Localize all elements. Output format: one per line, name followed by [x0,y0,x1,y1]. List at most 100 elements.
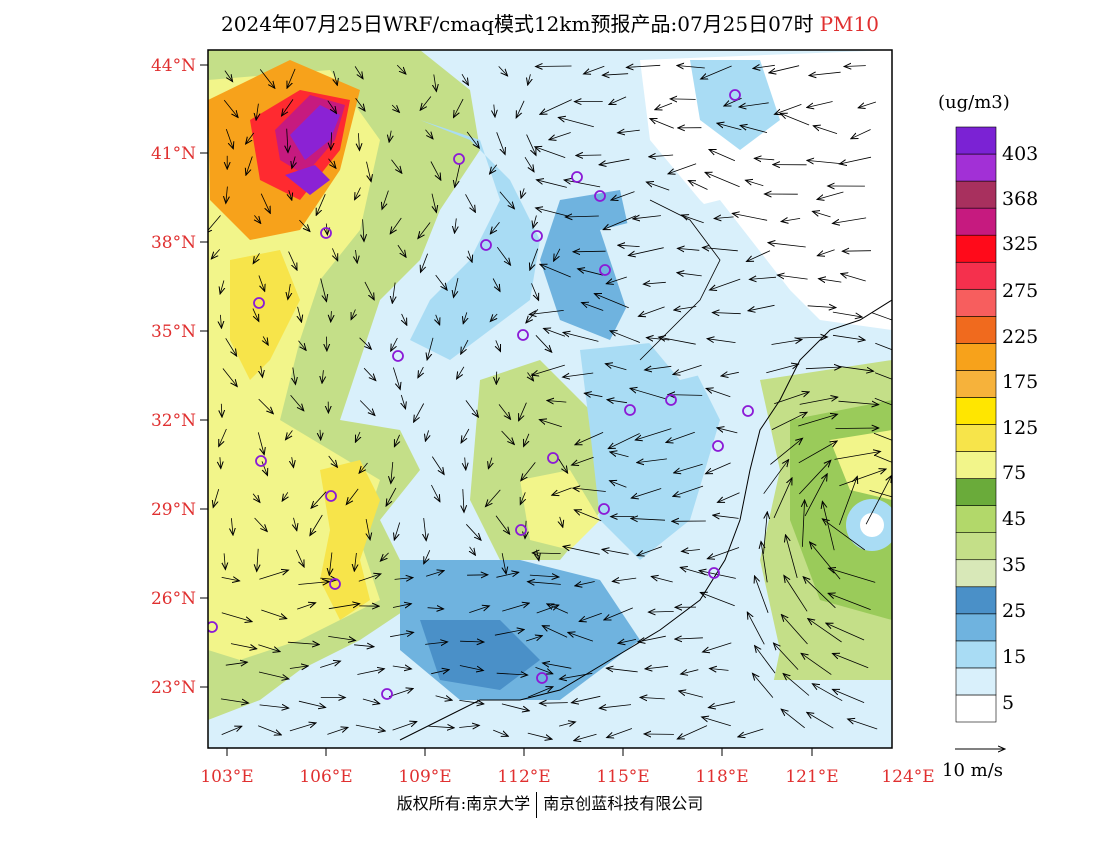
wind-arrow [320,661,340,668]
wind-arrow [435,274,447,290]
wind-arrow [799,460,831,495]
wind-arrow [874,372,892,380]
wind-arrow [799,397,838,405]
wind-arrow [784,576,808,612]
wind-arrow [612,578,637,581]
legend-swatch [955,586,997,615]
wind-arrow [871,312,892,321]
copyright-left: 版权所有:南京大学 [396,794,531,813]
wind-arrow [707,339,736,343]
wind-arrow [392,722,417,731]
wind-arrow [496,572,518,578]
map-frame [207,49,893,749]
wind-arrow [631,488,662,499]
wind-arrow [298,306,302,322]
wind-arrow [832,334,865,340]
wind-arrow [709,701,736,708]
wind-arrow [575,432,604,444]
wind-arrow [363,219,364,241]
wind-arrow [706,462,731,474]
wind-arrow [703,248,738,251]
wind-arrow [874,397,892,406]
wind-arrow [575,582,595,586]
wind-arrow [258,671,289,679]
wind-arrow [498,66,508,76]
wind-arrow [659,337,696,345]
legend-label: 5 [1002,692,1014,714]
wind-arrow [258,275,265,292]
wind-arrow [682,550,700,552]
wind-arrow [674,307,697,311]
wind-arrow [469,606,489,613]
wind-arrow [288,284,291,299]
wind-arrow [565,216,599,217]
wind-vectors [208,64,892,741]
wind-arrow [740,126,768,133]
wind-arrow [701,65,732,79]
wind-arrow [356,249,358,263]
wind-arrow [618,639,637,643]
field-blue-north [410,120,540,360]
wind-arrow [501,703,529,711]
wind-arrow [386,487,397,506]
wind-arrow [521,188,524,198]
field-purple-secondary [285,165,330,195]
wind-arrow [359,400,375,416]
wind-arrow [225,128,233,149]
lat-tick-label: 38°N [151,233,196,253]
title-main: 2024年07月25日WRF/cmaq模式12km预报产品:07月25日07时 [221,12,814,36]
coastline [399,299,892,741]
wind-arrow [246,156,253,176]
wind-arrow [748,304,775,311]
wind-arrow [706,388,731,398]
wind-arrow [747,250,771,262]
wind-arrow [631,519,666,521]
wind-arrow [574,510,602,522]
wind-arrow [421,253,428,273]
legend-swatch [955,640,997,669]
wind-arrow [294,517,297,531]
wind-arrow [220,314,221,328]
wind-arrow [461,73,468,85]
wind-arrow [470,546,476,555]
wind-arrow [747,612,765,645]
wind-arrow [425,430,428,441]
wind-arrow [259,570,288,580]
wind-arrow [609,96,627,105]
wind-arrow [287,68,296,88]
wind-arrow [396,64,406,74]
legend-swatch [955,370,997,398]
wind-arrow [226,186,228,204]
wind-arrow [397,244,406,257]
wind-arrow [465,400,479,417]
wind-arrow [282,99,294,116]
wind-arrow [739,102,769,107]
wind-arrow [311,491,327,509]
wind-arrow [798,441,837,464]
wind-arrow [219,428,227,447]
wind-arrow [359,337,372,349]
wind-arrow [425,642,447,645]
wind-arrow [502,553,506,574]
legend-swatch [955,316,997,344]
legend-label: 275 [1002,280,1038,302]
wind-arrow [584,393,603,397]
wind-arrow [703,642,732,652]
wind-arrow [454,277,459,297]
wind-arrow [490,313,498,322]
wind-arrow [292,457,294,467]
wind-arrow [424,550,431,564]
wind-arrow [502,603,529,612]
wind-arrow [499,191,515,209]
wind-arrow [780,113,810,126]
wind-arrow [713,515,739,518]
legend-swatch [955,288,997,317]
wind-arrow [858,101,877,108]
wind-arrow [563,372,594,377]
wind-arrow [258,725,281,735]
wind-arrow [466,524,481,540]
wind-arrow [560,516,563,527]
wind-arrow [358,574,381,582]
wind-arrow [673,485,704,496]
wind-arrow [807,160,844,164]
